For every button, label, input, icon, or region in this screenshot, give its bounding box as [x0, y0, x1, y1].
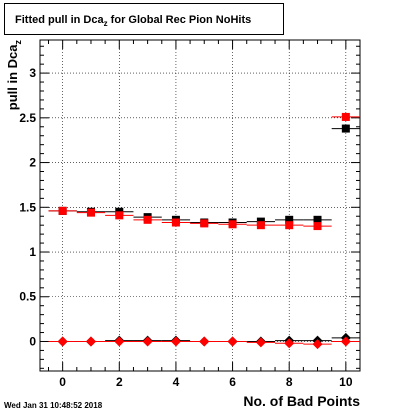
data-point-diamond [312, 339, 323, 350]
x-tick-label: 6 [229, 375, 236, 389]
y-tick-label: 3 [29, 66, 36, 80]
chart-title-box: Fitted pull in Dcaz for Global Rec Pion … [4, 3, 284, 35]
data-point-diamond [170, 336, 181, 347]
data-point-square [115, 211, 124, 220]
x-tick-label: 2 [116, 375, 123, 389]
x-tick-label: 0 [59, 375, 66, 389]
plot-frame [39, 39, 361, 372]
data-point-square [171, 218, 180, 227]
y-tick-label: 1.5 [19, 200, 36, 214]
data-point-diamond [284, 338, 295, 349]
data-point-square [143, 215, 152, 224]
data-point-diamond [57, 336, 68, 347]
data-point-square [86, 208, 95, 217]
y-tick-label: 0.5 [19, 290, 36, 304]
x-axis-label: No. of Bad Points [243, 393, 360, 409]
y-tick-label: 2.5 [19, 111, 36, 125]
chart-title: Fitted pull in Dcaz for Global Rec Pion … [15, 14, 252, 29]
data-point-diamond [227, 336, 238, 347]
data-point-square [285, 221, 294, 230]
data-point-diamond [255, 337, 266, 348]
timestamp: Wed Jan 31 10:48:52 2018 [4, 401, 103, 410]
data-point-square [58, 206, 67, 215]
x-tick-label: 10 [339, 375, 353, 389]
data-point-square [341, 112, 350, 121]
x-tick-label: 4 [173, 375, 180, 389]
data-point-square [313, 222, 322, 231]
y-tick-label: 2 [29, 156, 36, 170]
x-tick-label: 8 [286, 375, 293, 389]
data-point-square [228, 220, 237, 229]
data-point-square [285, 215, 294, 224]
data-point-diamond [142, 336, 153, 347]
data-point-diamond [85, 336, 96, 347]
y-tick-label: 1 [29, 245, 36, 259]
data-point-diamond [114, 336, 125, 347]
data-point-square [256, 221, 265, 230]
data-point-square [200, 219, 209, 228]
data-point-diamond [199, 336, 210, 347]
data-point-diamond [340, 336, 351, 347]
data-point-square [313, 215, 322, 224]
y-axis-label: pull in Dcaz [5, 40, 23, 111]
data-point-square [341, 124, 350, 133]
y-tick-label: 0 [29, 334, 36, 348]
